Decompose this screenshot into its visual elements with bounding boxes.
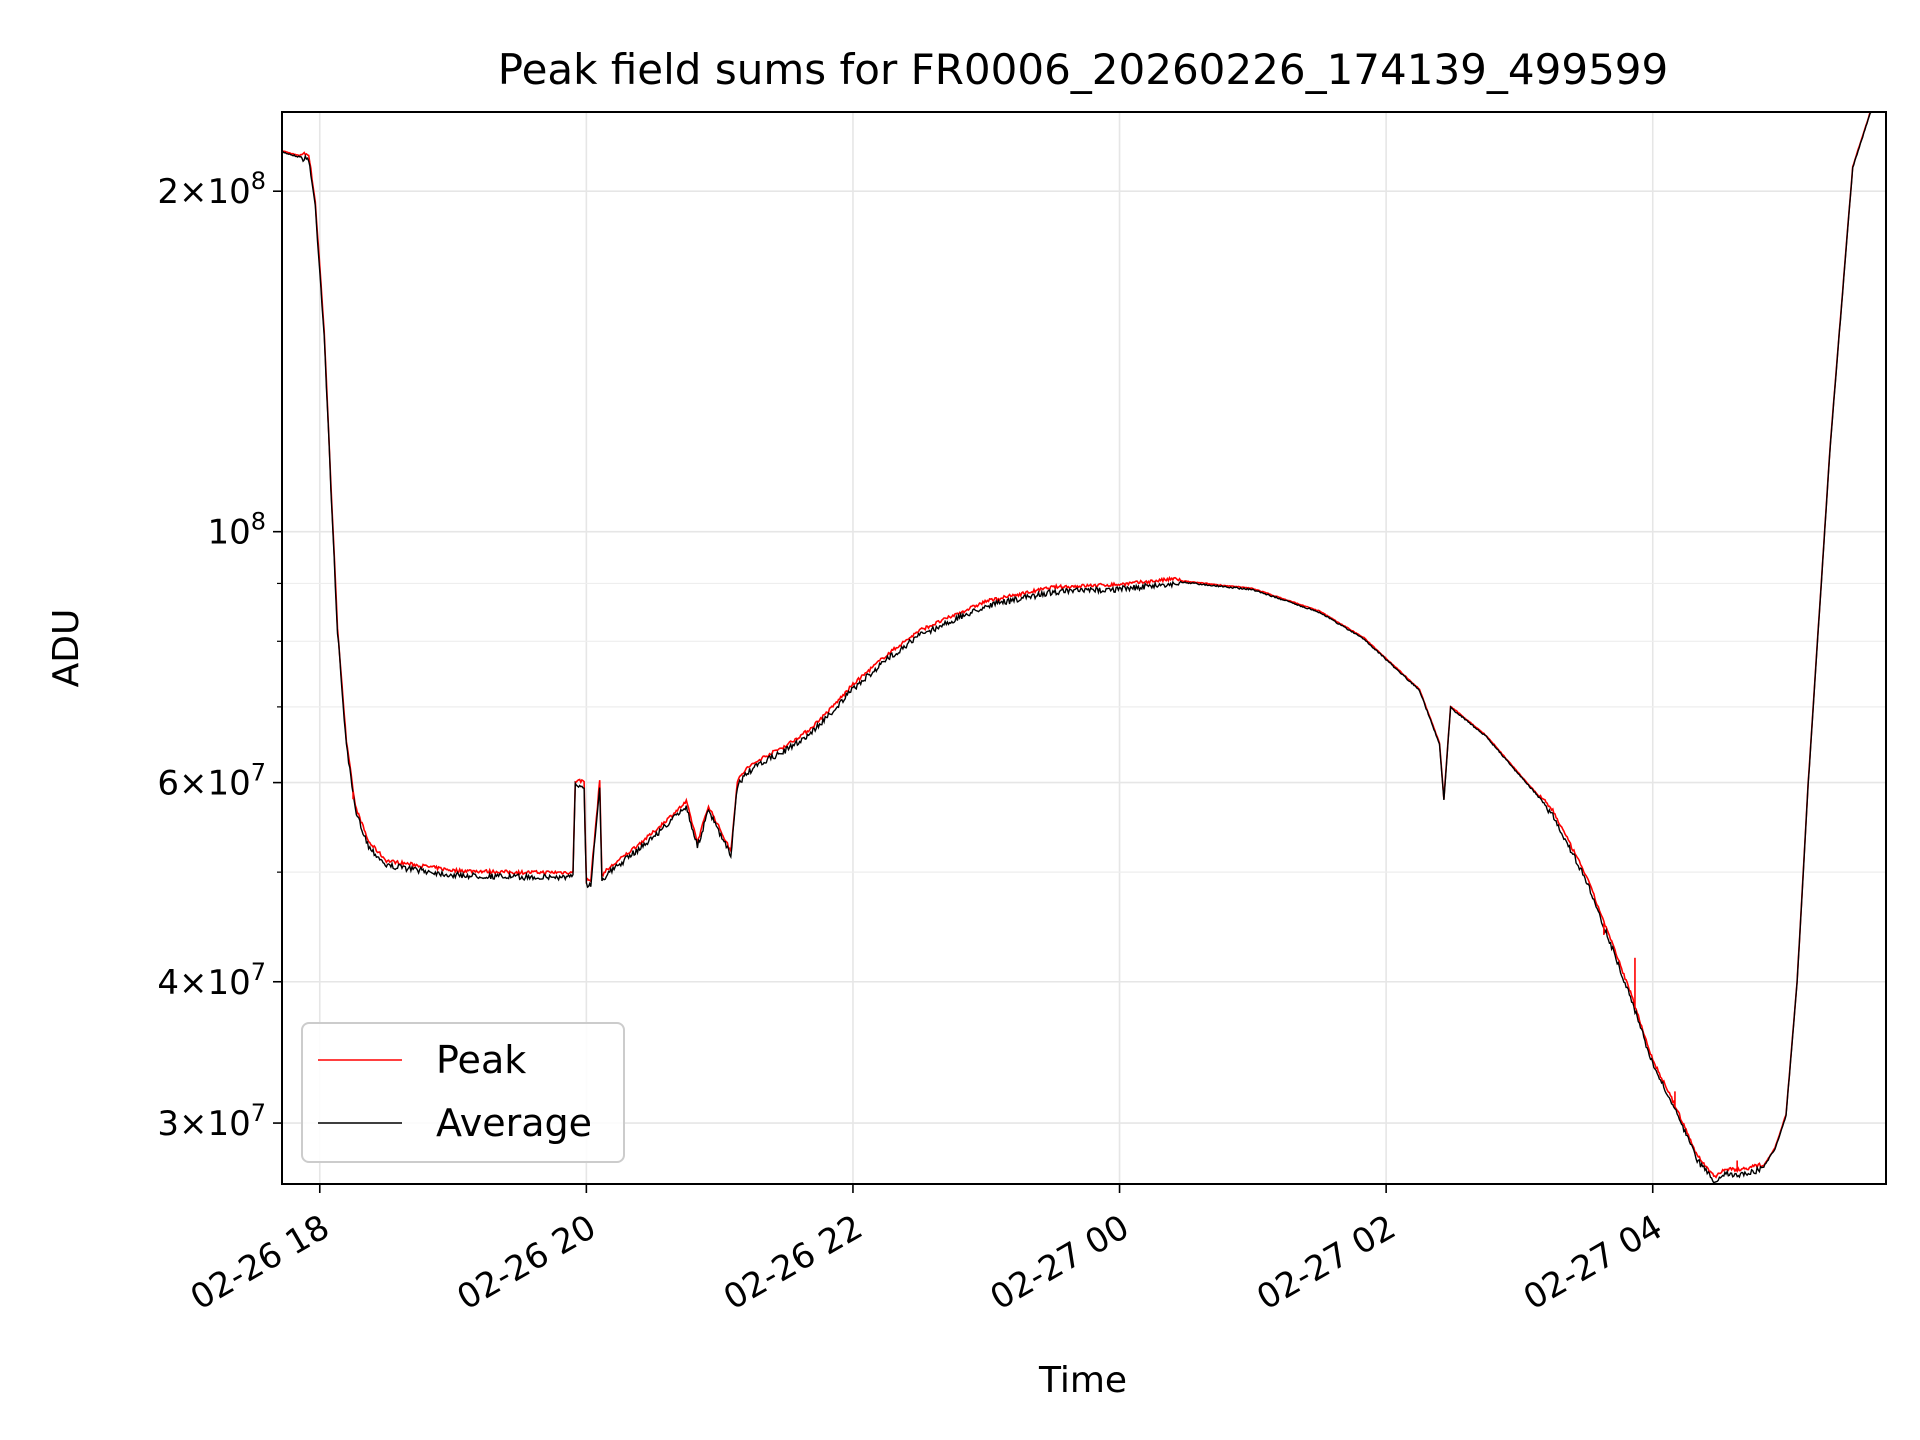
y-axis: 3×107 4×107 6×107 108 2×108 (157, 167, 282, 1144)
chart-title: Peak field sums for FR0006_20260226_1741… (498, 45, 1668, 94)
x-axis-label: Time (1038, 1360, 1127, 1401)
y-tick-label: 6×107 (157, 759, 266, 804)
grid (282, 112, 1886, 1184)
legend-peak-label: Peak (436, 1038, 526, 1082)
y-tick-label: 3×107 (157, 1099, 266, 1144)
y-tick-label: 4×107 (157, 958, 266, 1003)
y-axis-label: ADU (46, 609, 87, 688)
legend: Peak Average (301, 1022, 625, 1163)
plot-frame (281, 111, 1887, 1185)
series-average-line (282, 112, 1874, 1184)
series-peak-line (282, 112, 1872, 1179)
y-tick-label: 2×108 (157, 167, 266, 212)
legend-average-label: Average (436, 1101, 592, 1145)
legend-box (301, 1022, 625, 1163)
y-tick-label: 108 (207, 508, 266, 553)
series-layer (282, 112, 1874, 1184)
